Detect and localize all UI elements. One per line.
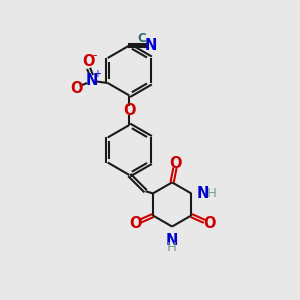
- Text: O: O: [123, 103, 136, 118]
- Text: -: -: [92, 49, 97, 62]
- Text: O: O: [203, 216, 216, 231]
- Text: O: O: [169, 156, 181, 171]
- Text: C: C: [138, 32, 146, 46]
- Text: N: N: [85, 73, 98, 88]
- Text: O: O: [70, 81, 83, 96]
- Text: N: N: [197, 186, 209, 201]
- Text: +: +: [93, 69, 101, 79]
- Text: N: N: [145, 38, 157, 53]
- Text: H: H: [167, 241, 177, 254]
- Text: N: N: [166, 233, 178, 248]
- Text: O: O: [129, 216, 142, 231]
- Text: O: O: [82, 54, 95, 69]
- Text: H: H: [206, 187, 216, 200]
